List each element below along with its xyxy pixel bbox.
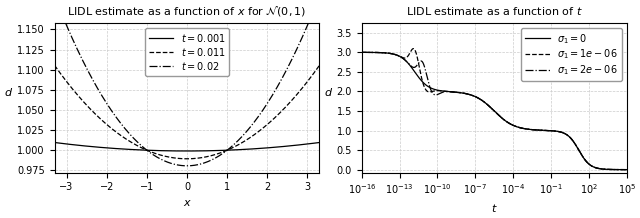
- Line: $\sigma_1=1e-06$: $\sigma_1=1e-06$: [362, 49, 627, 170]
- $\sigma_1=1e-06$: [469, 94, 477, 97]
- $t=0.001$: [316, 141, 323, 144]
- $\sigma_1=0$: [471, 95, 479, 98]
- $\sigma_1=0$: [550, 130, 558, 132]
- Y-axis label: $d$: $d$: [324, 86, 333, 98]
- $\sigma_1=0$: [602, 168, 609, 170]
- Legend: $\sigma_1=0$, $\sigma_1=1e-06$, $\sigma_1=2e-06$: $\sigma_1=0$, $\sigma_1=1e-06$, $\sigma_…: [522, 28, 622, 81]
- $t=0.011$: [316, 64, 323, 67]
- $\sigma_1=2e-06$: [614, 168, 622, 171]
- $\sigma_1=0$: [469, 94, 477, 97]
- $t=0.02$: [212, 157, 220, 159]
- $\sigma_1=0$: [623, 168, 630, 171]
- $t=0.011$: [252, 132, 260, 135]
- $t=0.011$: [212, 153, 220, 156]
- $\sigma_1=1e-06$: [484, 104, 492, 106]
- $\sigma_1=2e-06$: [623, 168, 630, 171]
- $\sigma_1=0$: [358, 51, 365, 54]
- $t=0.02$: [205, 160, 212, 163]
- $t=0.001$: [183, 150, 191, 152]
- $\sigma_1=1e-06$: [410, 47, 417, 50]
- $\sigma_1=1e-06$: [358, 51, 365, 54]
- $\sigma_1=1e-06$: [602, 168, 609, 170]
- X-axis label: $t$: $t$: [491, 202, 497, 214]
- Y-axis label: $d$: $d$: [4, 86, 13, 98]
- $t=0.001$: [252, 147, 260, 150]
- $\sigma_1=2e-06$: [469, 94, 477, 97]
- $\sigma_1=2e-06$: [550, 130, 558, 132]
- $t=0.001$: [205, 150, 212, 152]
- $t=0.001$: [67, 143, 75, 146]
- $\sigma_1=1e-06$: [615, 168, 623, 171]
- Line: $t=0.02$: $t=0.02$: [54, 0, 319, 166]
- $t=0.001$: [212, 149, 220, 152]
- $t=0.011$: [205, 155, 212, 158]
- $t=0.011$: [67, 85, 75, 88]
- $t=0.011$: [279, 108, 287, 111]
- $t=0.02$: [67, 34, 75, 36]
- $t=0.001$: [279, 145, 287, 148]
- Title: LIDL estimate as a function of $x$ for $\mathcal{N}(0,1)$: LIDL estimate as a function of $x$ for $…: [67, 4, 307, 18]
- $t=0.02$: [183, 165, 191, 167]
- $t=0.011$: [183, 157, 191, 160]
- Line: $\sigma_1=2e-06$: $\sigma_1=2e-06$: [362, 52, 627, 170]
- Title: LIDL estimate as a function of $t$: LIDL estimate as a function of $t$: [406, 5, 582, 17]
- $\sigma_1=1e-06$: [472, 95, 479, 98]
- Line: $t=0.011$: $t=0.011$: [54, 65, 319, 159]
- $\sigma_1=2e-06$: [358, 51, 365, 54]
- Line: $t=0.001$: $t=0.001$: [54, 143, 319, 151]
- $t=0.011$: [220, 150, 227, 153]
- $\sigma_1=1e-06$: [623, 168, 630, 171]
- $\sigma_1=1e-06$: [550, 130, 558, 132]
- $\sigma_1=0$: [614, 168, 622, 171]
- $t=0.02$: [220, 152, 227, 154]
- $\sigma_1=0$: [484, 104, 492, 106]
- $t=0.02$: [279, 75, 287, 78]
- $\sigma_1=2e-06$: [602, 168, 609, 170]
- Line: $\sigma_1=0$: $\sigma_1=0$: [362, 52, 627, 170]
- $t=0.02$: [252, 119, 260, 121]
- Legend: $t=0.001$, $t=0.011$, $t=0.02$: $t=0.001$, $t=0.011$, $t=0.02$: [145, 28, 229, 75]
- $t=0.001$: [51, 141, 58, 144]
- $t=0.001$: [220, 149, 227, 152]
- $\sigma_1=2e-06$: [471, 95, 479, 98]
- $t=0.011$: [51, 64, 58, 67]
- $\sigma_1=2e-06$: [484, 104, 492, 106]
- X-axis label: $x$: $x$: [182, 198, 191, 208]
